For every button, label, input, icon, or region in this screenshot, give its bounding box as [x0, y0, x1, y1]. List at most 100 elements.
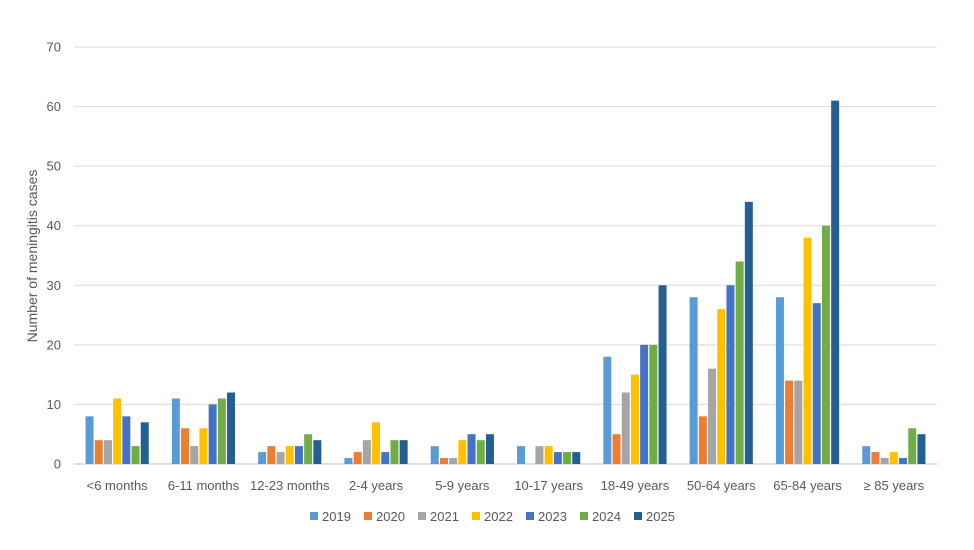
bar-2020-3 [353, 452, 362, 464]
bar-2020-0 [94, 440, 103, 464]
bar-2022-4 [458, 440, 467, 464]
bar-2020-9 [871, 452, 880, 464]
x-category-labels: <6 months 6-11 months 12-23 months 2-4 year… [87, 478, 925, 493]
bar-2023-0 [122, 416, 131, 464]
x-category-label: 5-9 years [435, 478, 490, 493]
bar-2021-9 [880, 458, 889, 464]
bar-2020-7 [698, 416, 707, 464]
bar-2019-0 [85, 416, 94, 464]
bar-2021-1 [190, 446, 199, 464]
legend-swatch [526, 512, 534, 520]
bar-2019-1 [171, 398, 180, 464]
bar-2024-4 [476, 440, 485, 464]
bar-2025-5 [572, 452, 581, 464]
bars [85, 100, 926, 465]
bar-2020-6 [612, 434, 621, 464]
bar-2019-3 [344, 458, 353, 464]
y-axis-title: Number of meningitis cases [24, 170, 40, 343]
bar-2023-6 [640, 344, 649, 464]
bar-2021-0 [103, 440, 112, 464]
bar-2025-3 [399, 440, 408, 464]
bar-2025-9 [917, 434, 926, 464]
bar-2024-5 [563, 452, 572, 464]
x-category-label: <6 months [87, 478, 149, 493]
bar-2021-3 [362, 440, 371, 464]
bar-2024-7 [735, 261, 744, 464]
bar-2021-4 [449, 458, 458, 464]
x-category-label: 65-84 years [773, 478, 842, 493]
bar-2019-9 [862, 446, 871, 464]
x-category-label: 2-4 years [349, 478, 404, 493]
bar-2019-8 [775, 297, 784, 464]
bar-2024-3 [390, 440, 399, 464]
bar-2023-7 [726, 285, 735, 464]
bar-2022-0 [113, 398, 122, 464]
legend-label: 2023 [538, 509, 567, 524]
x-category-label: 10-17 years [514, 478, 583, 493]
bar-2023-1 [208, 404, 217, 464]
bar-2023-5 [553, 452, 562, 464]
bar-2025-6 [658, 285, 667, 464]
y-tick-label: 30 [47, 278, 61, 293]
bar-2019-2 [258, 452, 267, 464]
legend-label: 2019 [322, 509, 351, 524]
bar-2021-6 [621, 392, 630, 464]
legend: 2019 2020 2021 2022 2023 2024 2025 [310, 509, 675, 524]
bar-2022-8 [803, 237, 812, 464]
bar-2020-1 [181, 428, 190, 464]
y-tick-label: 60 [47, 99, 61, 114]
bar-2019-5 [517, 446, 526, 464]
bar-2021-5 [535, 446, 544, 464]
legend-swatch [310, 512, 318, 520]
bar-2024-1 [217, 398, 226, 464]
y-tick-label: 10 [47, 397, 61, 412]
bar-2024-2 [304, 434, 313, 464]
y-tick-label: 0 [54, 457, 61, 472]
bar-2021-2 [276, 452, 285, 464]
bar-2022-6 [630, 374, 639, 464]
y-tick-label: 50 [47, 159, 61, 174]
bar-2021-7 [708, 368, 717, 464]
bar-2023-3 [381, 452, 390, 464]
bar-2019-7 [689, 297, 698, 464]
bar-2025-2 [313, 440, 322, 464]
legend-swatch [472, 512, 480, 520]
bar-2023-8 [812, 303, 821, 464]
bar-2025-7 [744, 201, 753, 464]
bar-2025-4 [485, 434, 494, 464]
bar-2023-2 [294, 446, 303, 464]
y-tick-labels: 0 10 20 30 40 50 60 70 [47, 40, 61, 472]
bar-2022-2 [285, 446, 294, 464]
legend-label: 2022 [484, 509, 513, 524]
x-category-label: 12-23 months [250, 478, 330, 493]
bar-2022-9 [889, 452, 898, 464]
legend-label: 2025 [646, 509, 675, 524]
legend-swatch [418, 512, 426, 520]
bar-2023-9 [899, 458, 908, 464]
y-tick-label: 40 [47, 218, 61, 233]
bar-2025-8 [831, 100, 840, 465]
legend-label: 2024 [592, 509, 621, 524]
legend-swatch [580, 512, 588, 520]
bar-2022-5 [544, 446, 553, 464]
bar-2025-1 [227, 392, 236, 464]
legend-label: 2020 [376, 509, 405, 524]
bar-2019-4 [430, 446, 439, 464]
bar-2020-2 [267, 446, 276, 464]
bar-2023-4 [467, 434, 476, 464]
y-tick-label: 20 [47, 337, 61, 352]
bar-2024-6 [649, 344, 658, 464]
bar-2024-8 [821, 225, 830, 464]
x-category-label: 6-11 months [168, 478, 240, 493]
x-category-label: 18-49 years [601, 478, 670, 493]
bar-2022-7 [717, 309, 726, 464]
bar-2025-0 [140, 422, 149, 464]
bar-2024-0 [131, 446, 140, 464]
bar-2019-6 [603, 356, 612, 464]
legend-label: 2021 [430, 509, 459, 524]
bar-2024-9 [908, 428, 917, 464]
bar-2020-4 [439, 458, 448, 464]
x-category-label: 50-64 years [687, 478, 756, 493]
bar-2021-8 [794, 380, 803, 464]
